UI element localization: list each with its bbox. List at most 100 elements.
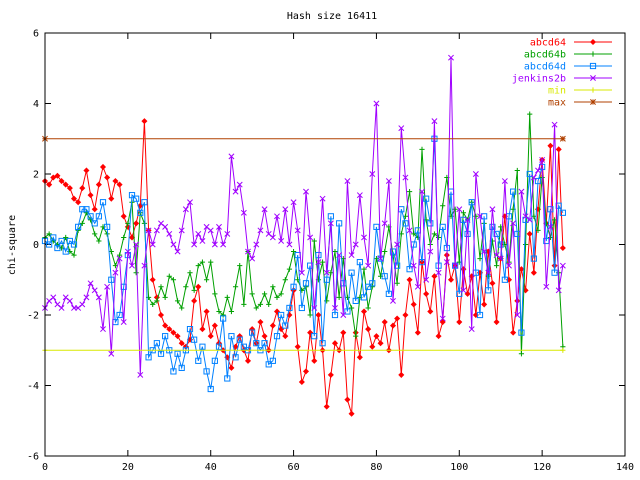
- data-point-abcd64b: [311, 238, 317, 244]
- data-point-abcd64: [510, 329, 517, 336]
- data-point-abcd64d: [133, 195, 140, 202]
- data-point-abcd64d: [439, 223, 446, 230]
- data-point-abcd64: [323, 403, 330, 410]
- data-point-abcd64b: [195, 263, 201, 269]
- data-point-jenkins2b: [543, 283, 550, 290]
- data-point-abcd64d: [128, 192, 136, 199]
- data-point-abcd64d: [116, 311, 123, 319]
- data-point-abcd64b: [232, 284, 239, 290]
- data-point-jenkins2b: [485, 269, 492, 276]
- data-point-jenkins2b: [348, 252, 355, 259]
- data-point-abcd64b: [406, 189, 413, 195]
- data-point-jenkins2b: [398, 125, 405, 132]
- data-point-abcd64b: [199, 259, 206, 265]
- data-point-abcd64: [170, 329, 177, 336]
- data-point-abcd64: [46, 181, 53, 188]
- data-point-abcd64: [162, 322, 169, 329]
- legend-label-abcd64: abcd64: [530, 38, 566, 49]
- data-point-jenkins2b: [460, 287, 467, 294]
- data-point-abcd64d: [261, 340, 268, 347]
- data-point-abcd64d: [510, 188, 517, 195]
- data-point-abcd64b: [514, 167, 520, 174]
- data-point-abcd64: [207, 333, 214, 340]
- data-point-abcd64b: [365, 305, 371, 311]
- data-point-jenkins2b: [464, 216, 471, 223]
- data-point-jenkins2b: [443, 259, 450, 266]
- data-point-abcd64: [414, 329, 421, 336]
- data-point-jenkins2b: [133, 241, 140, 248]
- data-point-abcd64d: [394, 262, 401, 269]
- data-point-jenkins2b: [153, 227, 160, 234]
- data-point-abcd64: [398, 371, 405, 378]
- data-point-abcd64: [178, 340, 185, 347]
- chart-title: Hash size 16411: [287, 11, 377, 22]
- data-point-abcd64b: [220, 312, 226, 318]
- data-point-abcd64d: [137, 209, 144, 216]
- data-point-jenkins2b: [116, 255, 123, 262]
- y-tick-label: -4: [27, 381, 39, 392]
- legend-marker-jenkins2b: [590, 75, 596, 81]
- data-point-abcd64d: [365, 283, 372, 290]
- data-point-jenkins2b: [431, 118, 438, 125]
- data-point-jenkins2b: [274, 213, 280, 220]
- data-point-abcd64: [157, 311, 165, 319]
- data-point-jenkins2b: [435, 269, 442, 276]
- data-point-abcd64: [381, 319, 388, 326]
- data-point-abcd64b: [249, 291, 255, 297]
- data-point-abcd64: [356, 354, 363, 361]
- data-point-jenkins2b: [174, 248, 181, 255]
- data-point-jenkins2b: [365, 262, 372, 269]
- y-tick-label: 4: [33, 99, 39, 110]
- data-point-abcd64b: [274, 294, 280, 300]
- legend-marker-max: [590, 99, 596, 105]
- data-point-abcd64d: [236, 336, 243, 343]
- data-point-jenkins2b: [182, 206, 189, 213]
- data-point-abcd64d: [170, 368, 177, 375]
- x-tick-label: 140: [616, 462, 634, 473]
- data-point-abcd64b: [551, 217, 558, 223]
- data-point-abcd64b: [266, 301, 272, 308]
- data-point-abcd64d: [369, 280, 376, 287]
- data-point-jenkins2b: [315, 259, 322, 266]
- data-point-abcd64b: [518, 351, 525, 357]
- data-point-abcd64d: [153, 340, 160, 347]
- data-point-abcd64d: [389, 248, 397, 255]
- data-point-abcd64d: [468, 199, 475, 206]
- data-point-jenkins2b: [468, 326, 475, 333]
- data-point-jenkins2b: [547, 223, 554, 230]
- data-point-jenkins2b: [249, 255, 256, 262]
- data-point-abcd64: [104, 174, 111, 181]
- data-point-abcd64b: [290, 248, 297, 255]
- data-point-abcd64d: [423, 195, 430, 202]
- data-point-abcd64: [423, 290, 430, 297]
- data-point-abcd64d: [62, 248, 69, 255]
- data-point-jenkins2b: [390, 297, 396, 304]
- data-point-jenkins2b: [510, 220, 517, 227]
- data-point-abcd64: [120, 213, 127, 220]
- data-point-jenkins2b: [145, 227, 152, 234]
- y-tick-label: -2: [27, 311, 39, 322]
- data-point-abcd64d: [249, 329, 256, 336]
- data-point-abcd64d: [79, 206, 86, 213]
- data-point-jenkins2b: [137, 371, 144, 378]
- data-point-jenkins2b: [448, 54, 454, 61]
- data-point-abcd64d: [331, 311, 339, 319]
- data-point-jenkins2b: [514, 312, 521, 318]
- data-point-abcd64d: [95, 213, 102, 220]
- data-point-jenkins2b: [224, 230, 231, 237]
- data-point-abcd64d: [215, 343, 223, 350]
- data-point-abcd64b: [228, 308, 235, 315]
- data-point-abcd64b: [191, 287, 197, 293]
- data-point-jenkins2b: [216, 223, 222, 230]
- data-point-abcd64d: [352, 297, 359, 304]
- data-point-abcd64d: [493, 230, 500, 238]
- data-point-abcd64b: [71, 252, 77, 258]
- data-point-abcd64: [526, 230, 533, 237]
- data-point-abcd64b: [319, 259, 326, 265]
- data-point-jenkins2b: [535, 167, 541, 174]
- data-point-abcd64: [166, 326, 173, 333]
- data-point-abcd64d: [157, 350, 165, 357]
- data-point-abcd64: [315, 311, 322, 319]
